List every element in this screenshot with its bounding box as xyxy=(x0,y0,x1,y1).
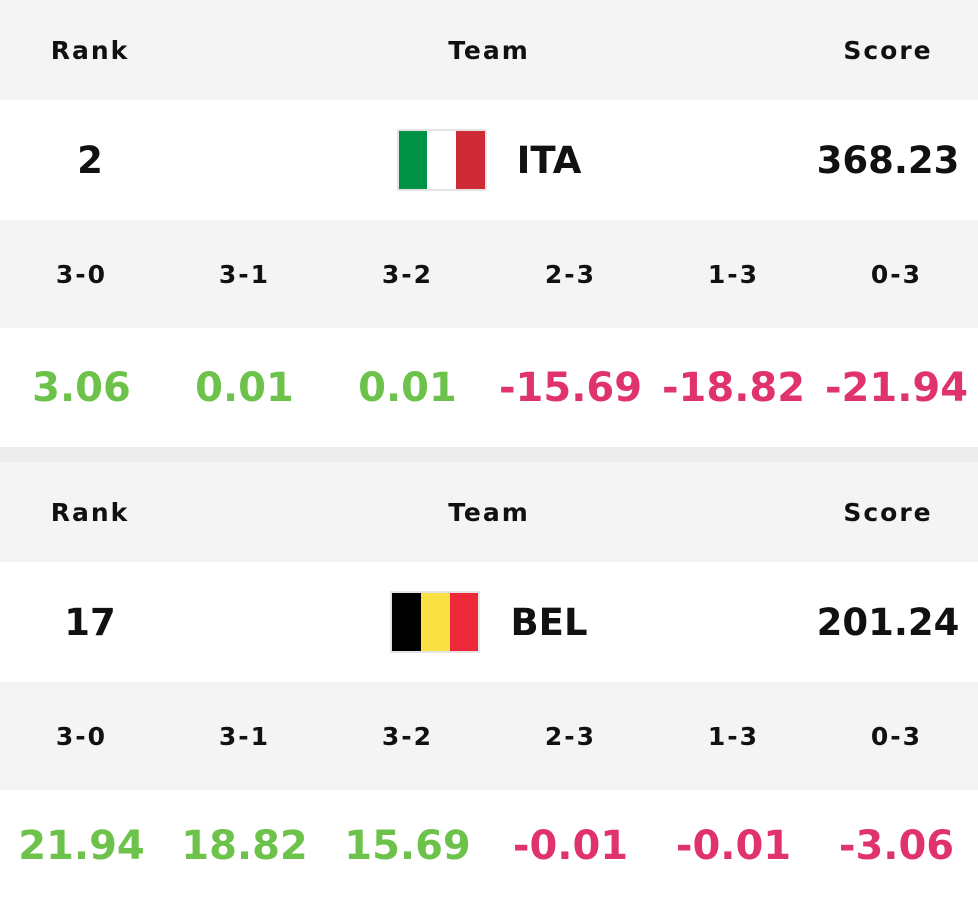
header-row: Rank Team Score xyxy=(0,462,978,562)
header-row: Rank Team Score xyxy=(0,0,978,100)
team-row: 2 ITA 368.23 xyxy=(0,100,978,220)
outcome-header-row: 3-0 3-1 3-2 2-3 1-3 0-3 xyxy=(0,220,978,328)
outcome: 3-2 xyxy=(381,721,434,751)
outcome: 3-0 xyxy=(55,259,108,289)
header-rank: Rank xyxy=(50,35,130,65)
points-change: -15.69 xyxy=(498,364,643,411)
points-change: -21.94 xyxy=(824,364,969,411)
outcome: 3-0 xyxy=(55,721,108,751)
rank: 2 xyxy=(77,138,103,182)
flag xyxy=(390,591,481,653)
points-change: 3.06 xyxy=(32,364,131,411)
team-code: ITA xyxy=(516,138,582,182)
outcome: 2-3 xyxy=(544,721,597,751)
score: 368.23 xyxy=(816,138,960,182)
outcome: 2-3 xyxy=(544,259,597,289)
outcome: 1-3 xyxy=(707,721,760,751)
team: ITA xyxy=(180,129,798,191)
outcome: 3-2 xyxy=(381,259,434,289)
separator xyxy=(0,447,978,462)
points-change: 0.01 xyxy=(195,364,294,411)
team-card: Rank Team Score 17 BEL 201.24 3-0 3-1 3-… xyxy=(0,462,978,901)
outcome: 1-3 xyxy=(707,259,760,289)
points-change: -0.01 xyxy=(675,822,792,869)
score: 201.24 xyxy=(816,600,960,644)
team-card: Rank Team Score 2 ITA 368.23 3-0 3-1 3-2… xyxy=(0,0,978,447)
points-change: -18.82 xyxy=(661,364,806,411)
values-row: 21.94 18.82 15.69 -0.01 -0.01 -3.06 xyxy=(0,790,978,901)
points-change: -0.01 xyxy=(512,822,629,869)
team: BEL xyxy=(180,591,798,653)
points-change: 15.69 xyxy=(344,822,471,869)
outcome: 0-3 xyxy=(870,259,923,289)
outcome-header-row: 3-0 3-1 3-2 2-3 1-3 0-3 xyxy=(0,682,978,790)
points-change: -3.06 xyxy=(838,822,955,869)
points-change: 18.82 xyxy=(181,822,308,869)
header-score: Score xyxy=(843,497,933,527)
points-change: 0.01 xyxy=(358,364,457,411)
rank: 17 xyxy=(64,600,116,644)
outcome: 3-1 xyxy=(218,259,271,289)
header-score: Score xyxy=(843,35,933,65)
points-change: 21.94 xyxy=(18,822,145,869)
team-code: BEL xyxy=(510,600,588,644)
header-team: Team xyxy=(448,35,530,65)
values-row: 3.06 0.01 0.01 -15.69 -18.82 -21.94 xyxy=(0,328,978,447)
outcome: 0-3 xyxy=(870,721,923,751)
flag xyxy=(396,129,487,191)
header-team: Team xyxy=(448,497,530,527)
team-row: 17 BEL 201.24 xyxy=(0,562,978,682)
header-rank: Rank xyxy=(50,497,130,527)
outcome: 3-1 xyxy=(218,721,271,751)
